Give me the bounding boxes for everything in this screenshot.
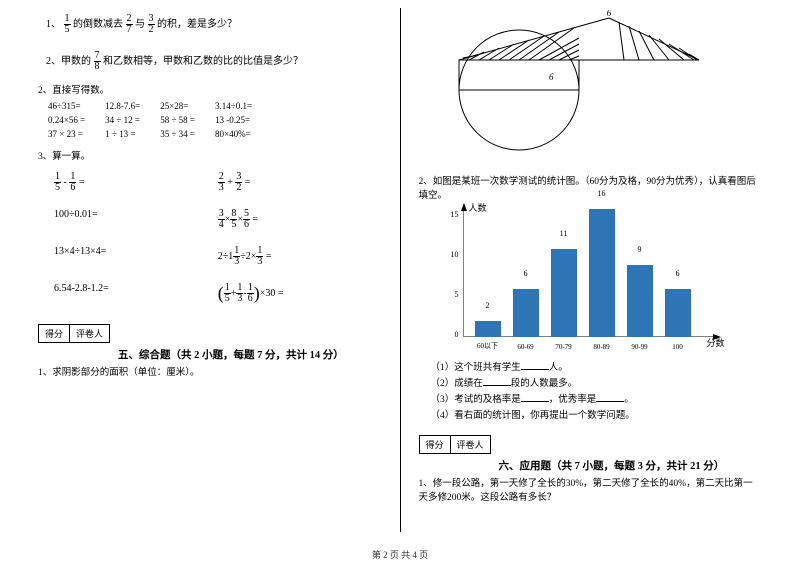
arrow-right-icon [713,334,721,340]
chart-bar-value: 9 [627,245,653,254]
chart-bar-value: 6 [513,269,539,278]
calc-expr: 100÷0.01= [54,209,218,230]
calc-cell: 80×40%= [215,128,270,140]
chart-xtick: 70-79 [546,343,582,351]
calc-expr: 13×4÷13×4= [54,246,218,267]
chart-bar [513,289,539,337]
chart-ytick: 15 [445,210,459,219]
calc-expr: 15 - 16 = [54,172,218,193]
fill-blanks: （1）这个班共有学生人。 （2）成绩在段的人数最多。 （3）考试的及格率是，优秀率是… [431,359,763,421]
calc-title: 2、直接写得数。 [38,82,382,96]
q2-post: 和乙数相等，甲数和乙数的比的比值是多少？ [103,56,303,67]
calc2-pairs: 15 - 16 =23 + 32 =100÷0.01=34×85×56 =13×… [38,164,382,312]
calc-cell: 1 ÷ 13 = [105,128,158,140]
score-box-5: 得分 评卷人 [38,324,109,343]
page: 1、 15 的倒数减去 27 与 32 的积，差是多少？ 2、甲数的 78 和乙… [0,0,800,540]
calc-expr: 6.54-2.8-1.2= [54,283,218,304]
calc-cell: 58 ÷ 58 = [160,114,213,126]
calc-expr: (15+13-16)×30 = [218,283,382,304]
calc-expr: 2÷113÷2×13 = [218,246,382,267]
q2-pre: 2、甲数的 [46,56,91,67]
chart-bar [589,209,615,337]
calc-cell: 25×28= [160,100,213,112]
q1-frac2: 27 [126,14,133,35]
chart-xtick: 60以下 [470,341,506,351]
chart-yaxis [463,205,464,337]
blank-line: （2）成绩在段的人数最多。 [431,375,763,389]
chart-ytick: 5 [445,290,459,299]
bar-chart: 人数 分数 051015260以下660-691170-791680-89990… [439,205,719,355]
q1-mid1: 的倒数减去 [73,19,123,30]
blank-line: （1）这个班共有学生人。 [431,359,763,373]
chart-bar [551,249,577,337]
arrow-up-icon [461,203,467,211]
chart-xtick: 80-89 [584,343,620,351]
calc-cell: 46÷315= [48,100,103,112]
chart-xtick: 100 [660,343,696,351]
page-footer: 第 2 页 共 4 页 [0,548,800,561]
calc-expr: 23 + 32 = [218,172,382,193]
chart-ytick: 10 [445,250,459,259]
calc-expr: 34×85×56 = [218,209,382,230]
section-5-heading: 五、综合题（共 2 小题，每题 7 分，共计 14 分） [118,347,382,362]
q2-frac: 78 [94,51,101,72]
chart-ytick: 0 [445,330,459,339]
grader-label: 评卷人 [69,324,110,343]
calc-cell: 35 ÷ 34 = [160,128,213,140]
calc-cell: 0.24×56 = [48,114,103,126]
chart-bar [475,321,501,337]
q1-post: 的积，差是多少？ [157,19,237,30]
chart-bar [665,289,691,337]
calc-table: 46÷315=12.8-7.6=25×28=3.14÷0.1= 0.24×56 =… [46,98,272,142]
score-label-6: 得分 [419,435,451,454]
q1-pre: 1、 [46,19,61,30]
chart-ylabel: 人数 [469,201,487,214]
score-label: 得分 [38,324,70,343]
area-question: 1、求阴影部分的面积（单位：厘米）。 [38,364,382,378]
question-1: 1、 15 的倒数减去 27 与 32 的积，差是多少？ [46,14,382,35]
application-q1: 1、修一段公路，第一天修了全长的30%，第二天修了全长的40%，第二天比第一天多… [419,475,763,503]
chart-bar-value: 11 [551,229,577,238]
calc-cell: 13 -0.25= [215,114,270,126]
geo-mid-label: 6 [549,72,554,82]
calc-cell: 12.8-7.6= [105,100,158,112]
calc2-title: 3、算一算。 [38,148,382,162]
calc-cell: 34 ÷ 12 = [105,114,158,126]
blank-line: （4）看右面的统计图，你再提出一个数学问题。 [431,407,763,421]
q1-frac3: 32 [148,14,155,35]
right-column: 6 6 2、如图是某班一次数学测试的统计图。（60分为及格，90分为优秀），认真… [401,0,781,540]
geometry-figure: 6 6 [449,10,709,160]
blank-line: （3）考试的及格率是，优秀率是。 [431,391,763,405]
section-6-heading: 六、应用题（共 7 小题，每题 3 分，共计 21 分） [499,458,763,473]
question-2: 2、甲数的 78 和乙数相等，甲数和乙数的比的比值是多少？ [46,51,382,72]
calc-cell: 37 × 23 = [48,128,103,140]
chart-xtick: 90-99 [622,343,658,351]
q1-frac1: 15 [64,14,71,35]
chart-bar [627,265,653,337]
q1-mid2: 与 [135,19,145,30]
grader-label-6: 评卷人 [450,435,491,454]
geo-top-label: 6 [606,10,611,18]
chart-bar-value: 16 [589,189,615,198]
chart-bar-value: 2 [475,301,501,310]
chart-bar-value: 6 [665,269,691,278]
calc-cell: 3.14÷0.1= [215,100,270,112]
left-column: 1、 15 的倒数减去 27 与 32 的积，差是多少？ 2、甲数的 78 和乙… [20,0,400,540]
score-box-6: 得分 评卷人 [419,435,490,454]
chart-xtick: 60-69 [508,343,544,351]
